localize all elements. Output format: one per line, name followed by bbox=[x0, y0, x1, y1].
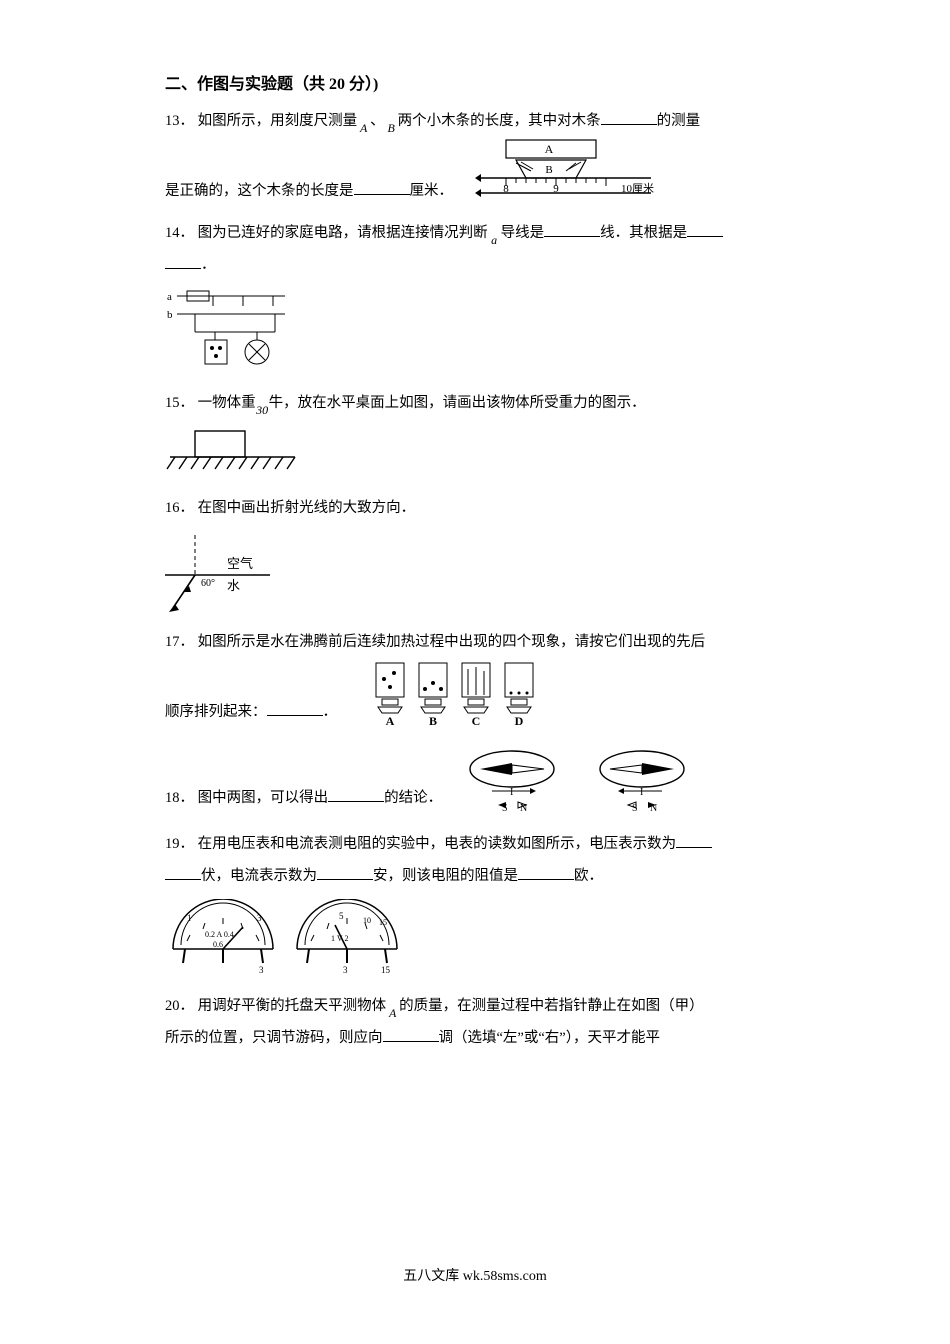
svg-text:3: 3 bbox=[343, 965, 348, 975]
q13-number: 13． bbox=[165, 106, 194, 138]
q13-text-5: 是正确的，这个木条的长度是 bbox=[165, 183, 354, 199]
q18-blank-1 bbox=[328, 787, 384, 803]
svg-text:0.6: 0.6 bbox=[213, 940, 223, 949]
q15-sub-30: 30 bbox=[256, 391, 269, 416]
q14-text-2: 导线是 bbox=[501, 225, 545, 241]
q14-blank-3 bbox=[165, 253, 201, 269]
svg-text:1: 1 bbox=[187, 913, 192, 923]
q14-figure: a b bbox=[165, 288, 785, 378]
svg-text:15: 15 bbox=[379, 918, 387, 927]
svg-text:I: I bbox=[640, 787, 643, 798]
q13-sub-a: A bbox=[357, 109, 370, 134]
question-14: 14． 图为已连好的家庭电路，请根据连接情况判断 a导线是线．其根据是 ． a … bbox=[165, 218, 785, 378]
q15-number: 15． bbox=[165, 388, 194, 420]
svg-text:a: a bbox=[167, 291, 172, 303]
question-19: 19． 在用电压表和电流表测电阻的实验中，电表的读数如图所示，电压表示数为 伏，… bbox=[165, 829, 785, 979]
q14-blank-1 bbox=[544, 221, 600, 237]
q20-sub-a: A bbox=[386, 994, 399, 1019]
svg-text:A: A bbox=[386, 714, 395, 728]
q13-text-1: 如图所示，用刻度尺测量 bbox=[198, 113, 358, 129]
svg-text:S: S bbox=[632, 803, 638, 814]
svg-text:9: 9 bbox=[553, 183, 559, 195]
q14-number: 14． bbox=[165, 218, 194, 250]
svg-text:10: 10 bbox=[363, 916, 371, 925]
q17-figure: A B bbox=[367, 659, 547, 729]
q19-text-2: 伏，电流表示数为 bbox=[201, 868, 317, 884]
q16-number: 16． bbox=[165, 493, 194, 525]
svg-text:15: 15 bbox=[381, 965, 391, 975]
svg-text:B: B bbox=[429, 714, 437, 728]
q18-text-2: 的结论． bbox=[384, 790, 442, 806]
question-16: 16． 在图中画出折射光线的大致方向． 60° 空气 水 bbox=[165, 493, 785, 616]
svg-text:5: 5 bbox=[339, 911, 344, 921]
q14-text-1: 图为已连好的家庭电路，请根据连接情况判断 bbox=[198, 225, 488, 241]
svg-text:水: 水 bbox=[227, 578, 240, 593]
question-17: 17． 如图所示是水在沸腾前后连续加热过程中出现的四个现象，请按它们出现的先后 … bbox=[165, 627, 785, 729]
q14-sub-a: a bbox=[488, 221, 501, 246]
q19-text-1: 在用电压表和电流表测电阻的实验中，电表的读数如图所示，电压表示数为 bbox=[198, 836, 677, 852]
q20-text-2: 的质量，在测量过程中若指针静止在如图（甲） bbox=[399, 998, 704, 1014]
q14-text-4: ． bbox=[201, 257, 216, 273]
q16-figure: 60° 空气 水 bbox=[165, 530, 785, 615]
q15-text-1: 一物体重 bbox=[198, 395, 256, 411]
q18-text-1: 图中两图，可以得出 bbox=[198, 790, 329, 806]
q13-text-3: 两个小木条的长度，其中对木条 bbox=[398, 113, 601, 129]
q17-blank-1 bbox=[267, 701, 323, 717]
q15-figure bbox=[165, 426, 785, 481]
q18-figure: I SN I SN bbox=[462, 739, 702, 819]
q19-figure: 0.2 A 0.4 0.6 1 3 3 bbox=[165, 899, 785, 979]
q18-number: 18． bbox=[165, 783, 194, 815]
q16-text-1: 在图中画出折射光线的大致方向． bbox=[198, 500, 416, 516]
q19-text-4: 欧． bbox=[574, 868, 603, 884]
q13-sub-b: B bbox=[385, 109, 398, 134]
q13-figure: A B bbox=[461, 138, 661, 208]
section-title: 二、作图与实验题（共 20 分）) bbox=[165, 70, 785, 94]
svg-text:B: B bbox=[545, 164, 552, 176]
question-20: 20． 用调好平衡的托盘天平测物体 A的质量，在测量过程中若指针静止在如图（甲）… bbox=[165, 991, 785, 1055]
q19-blank-1 bbox=[676, 833, 712, 849]
q19-blank-2 bbox=[317, 865, 373, 881]
q20-text-3: 所示的位置，只调节游码，则应向 bbox=[165, 1030, 383, 1046]
q17-text-1: 如图所示是水在沸腾前后连续加热过程中出现的四个现象，请按它们出现的先后 bbox=[198, 634, 706, 650]
q20-text-4: 调（选填“左”或“右”），天平才能平 bbox=[439, 1030, 661, 1046]
svg-text:3: 3 bbox=[259, 965, 264, 975]
svg-text:I: I bbox=[510, 787, 513, 798]
svg-text:D: D bbox=[515, 714, 524, 728]
svg-text:3: 3 bbox=[257, 913, 262, 923]
question-18: 18． 图中两图，可以得出的结论． I SN bbox=[165, 739, 785, 819]
question-13: 13． 如图所示，用刻度尺测量 A、 B两个小木条的长度，其中对木条的测量 是正… bbox=[165, 106, 785, 208]
q20-text-1: 用调好平衡的托盘天平测物体 bbox=[198, 998, 387, 1014]
q15-text-2: 牛，放在水平桌面上如图，请画出该物体所受重力的图示． bbox=[269, 395, 646, 411]
q19-text-3: 安，则该电阻的阻值是 bbox=[373, 868, 518, 884]
svg-text:b: b bbox=[167, 309, 173, 321]
question-15: 15． 一物体重 30牛，放在水平桌面上如图，请画出该物体所受重力的图示． bbox=[165, 388, 785, 481]
page-footer: 五八文库 wk.58sms.com bbox=[165, 1265, 785, 1285]
q13-text-6: 厘米． bbox=[410, 183, 454, 199]
svg-text:C: C bbox=[472, 714, 481, 728]
q19-number: 19． bbox=[165, 829, 194, 861]
q13-text-2: 、 bbox=[370, 113, 385, 129]
svg-text:10厘米: 10厘米 bbox=[621, 182, 654, 195]
q13-blank-2 bbox=[354, 180, 410, 196]
svg-text:空气: 空气 bbox=[227, 556, 253, 571]
q14-blank-2 bbox=[687, 221, 723, 237]
q17-text-2: 顺序排列起来： bbox=[165, 704, 267, 720]
svg-text:60°: 60° bbox=[201, 578, 215, 589]
svg-text:8: 8 bbox=[503, 183, 509, 195]
q13-blank-1 bbox=[601, 110, 657, 126]
q14-text-3: 线．其根据是 bbox=[600, 225, 687, 241]
q19-blank-3 bbox=[518, 865, 574, 881]
q17-number: 17． bbox=[165, 627, 194, 659]
q13-text-4: 的测量 bbox=[657, 113, 701, 129]
q19-blank-1b bbox=[165, 865, 201, 881]
q20-number: 20． bbox=[165, 991, 194, 1023]
q20-blank-1 bbox=[383, 1027, 439, 1043]
svg-text:A: A bbox=[545, 142, 554, 156]
q17-text-3: ． bbox=[323, 704, 338, 720]
svg-text:0.2 A 0.4: 0.2 A 0.4 bbox=[205, 930, 234, 939]
